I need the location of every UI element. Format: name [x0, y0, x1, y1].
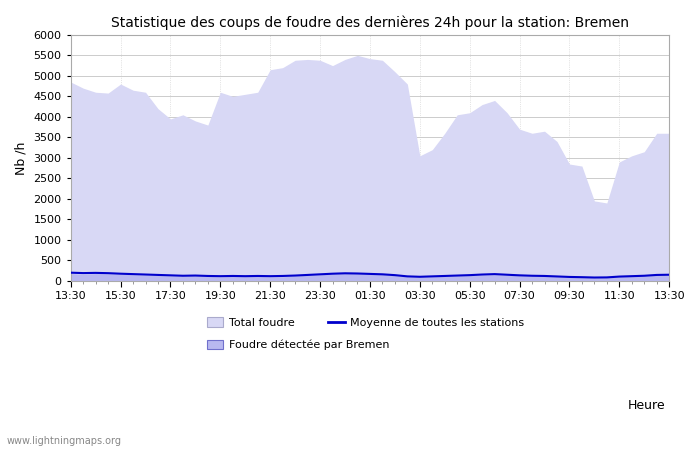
Title: Statistique des coups de foudre des dernières 24h pour la station: Bremen: Statistique des coups de foudre des dern… [111, 15, 629, 30]
Text: www.lightningmaps.org: www.lightningmaps.org [7, 436, 122, 446]
Legend: Foudre détectée par Bremen: Foudre détectée par Bremen [202, 335, 394, 355]
Text: Heure: Heure [627, 399, 665, 412]
Y-axis label: Nb /h: Nb /h [15, 141, 28, 175]
